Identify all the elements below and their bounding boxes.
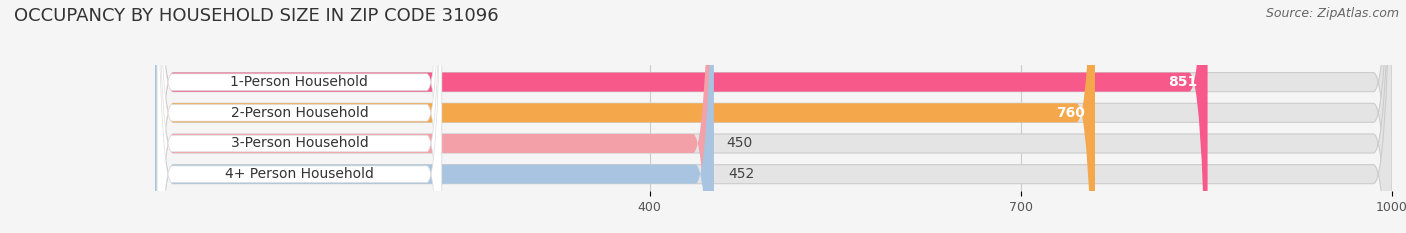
Text: 4+ Person Household: 4+ Person Household	[225, 167, 374, 181]
FancyBboxPatch shape	[157, 0, 441, 233]
Text: 2-Person Household: 2-Person Household	[231, 106, 368, 120]
FancyBboxPatch shape	[155, 0, 714, 233]
FancyBboxPatch shape	[155, 0, 1392, 233]
FancyBboxPatch shape	[155, 0, 1392, 233]
FancyBboxPatch shape	[155, 0, 711, 233]
FancyBboxPatch shape	[155, 0, 1392, 233]
Text: Source: ZipAtlas.com: Source: ZipAtlas.com	[1265, 7, 1399, 20]
FancyBboxPatch shape	[157, 0, 441, 233]
Text: 452: 452	[728, 167, 755, 181]
FancyBboxPatch shape	[155, 0, 1392, 233]
Text: 3-Person Household: 3-Person Household	[231, 137, 368, 151]
Text: 760: 760	[1056, 106, 1085, 120]
FancyBboxPatch shape	[157, 0, 441, 233]
Text: 851: 851	[1168, 75, 1198, 89]
FancyBboxPatch shape	[155, 0, 1208, 233]
Text: 450: 450	[727, 137, 752, 151]
FancyBboxPatch shape	[155, 0, 1095, 233]
FancyBboxPatch shape	[157, 0, 441, 233]
Text: 1-Person Household: 1-Person Household	[231, 75, 368, 89]
Text: OCCUPANCY BY HOUSEHOLD SIZE IN ZIP CODE 31096: OCCUPANCY BY HOUSEHOLD SIZE IN ZIP CODE …	[14, 7, 499, 25]
